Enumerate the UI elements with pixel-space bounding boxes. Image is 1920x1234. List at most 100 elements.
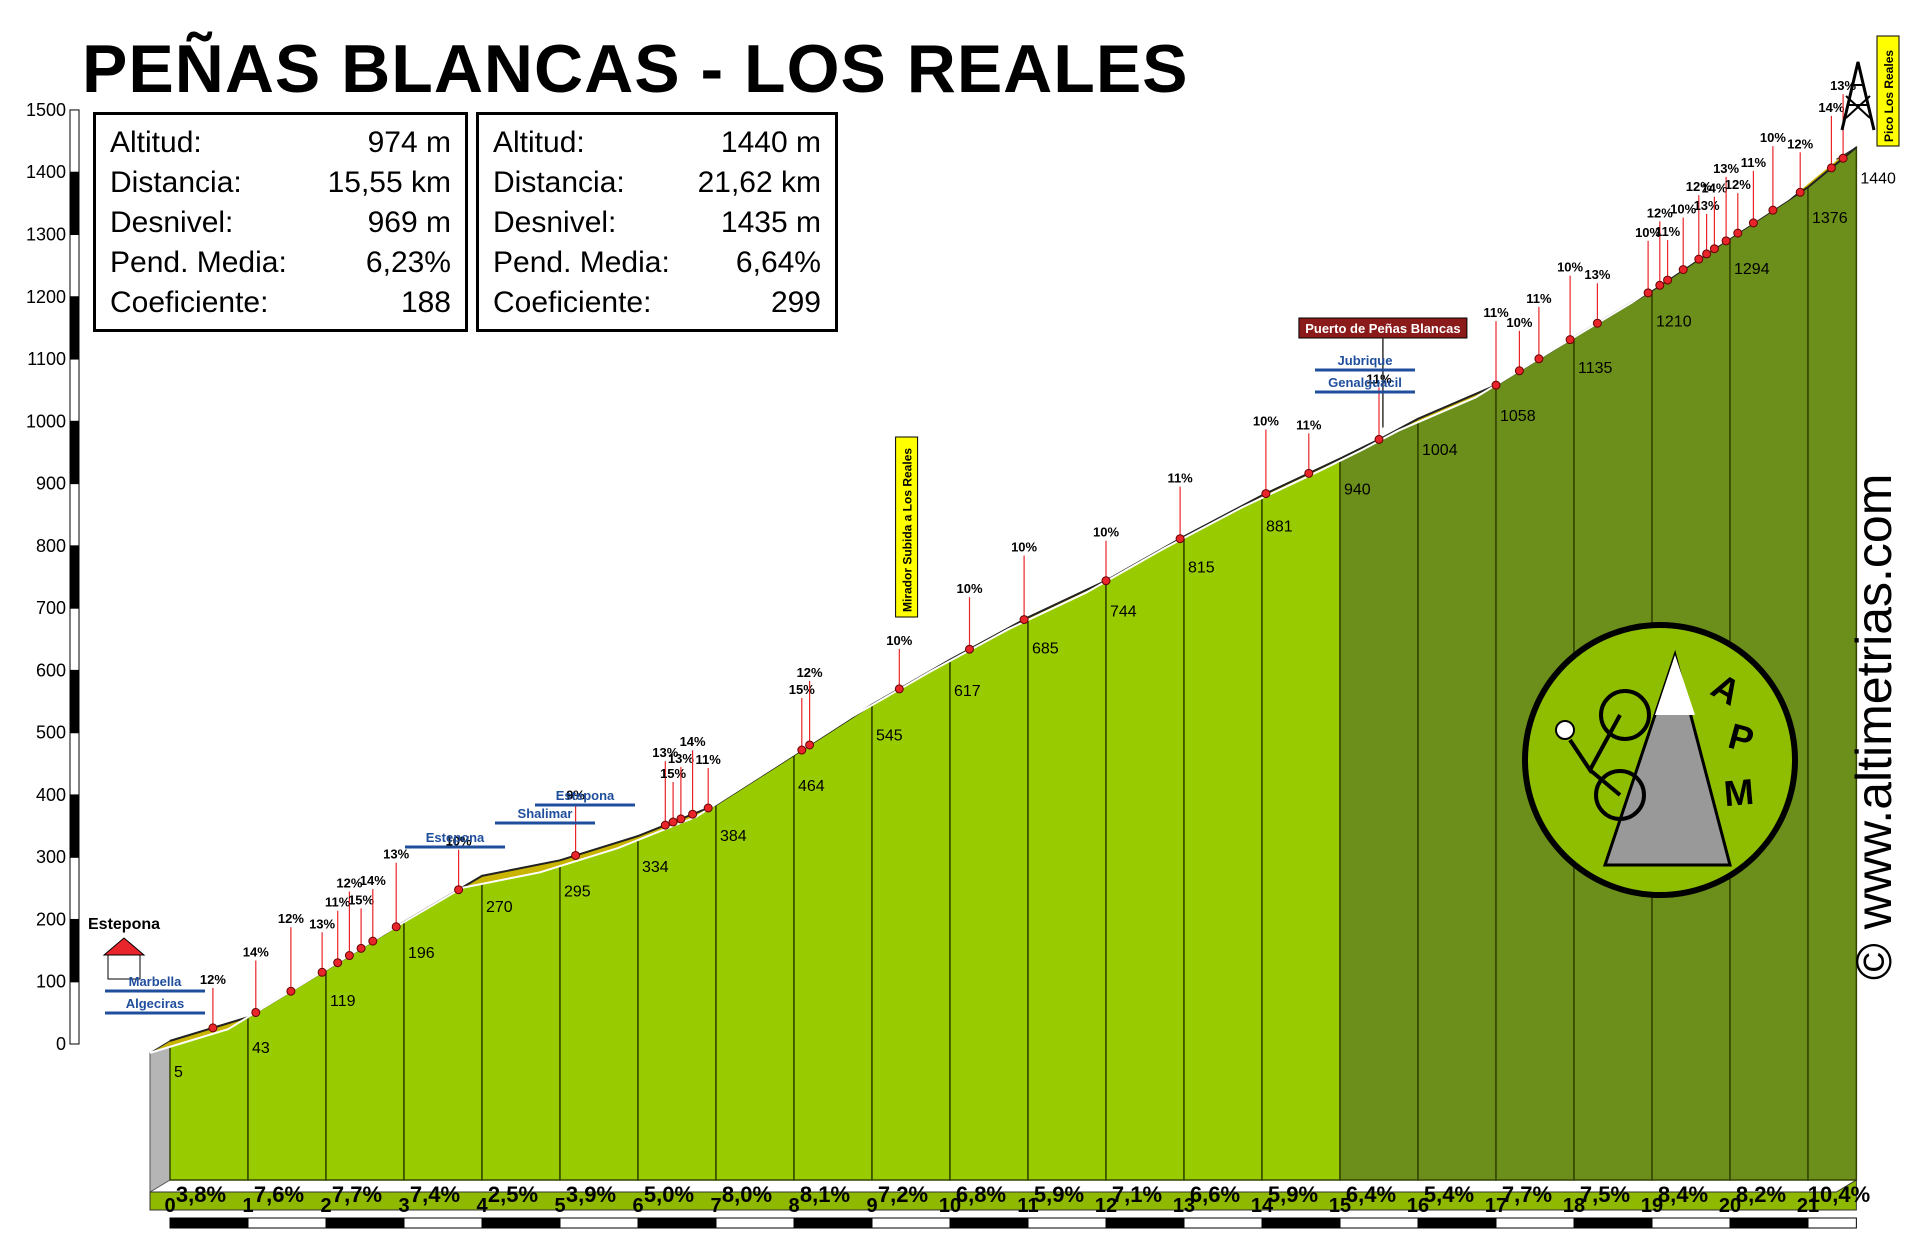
gradient-marker-dot — [1304, 468, 1314, 478]
stat-label: Coeficiente: — [110, 286, 269, 319]
x-axis-band — [1651, 1217, 1731, 1229]
road-sign-label: Genalguacil — [1328, 375, 1402, 390]
km-altitude-label: 685 — [1032, 640, 1059, 657]
x-tick-label: 12 — [1095, 1195, 1117, 1217]
km-altitude-label: 196 — [408, 945, 435, 962]
gradient-marker-label: 15% — [789, 682, 815, 697]
gradient-marker-label: 11% — [1655, 224, 1681, 239]
gradient-marker-dot — [1795, 187, 1805, 197]
gradient-marker-label: 10% — [886, 633, 912, 648]
gradient-marker-label: 14% — [1818, 100, 1844, 115]
y-tick-label: 600 — [36, 660, 66, 680]
x-axis-band — [1339, 1217, 1419, 1229]
y-axis-band — [69, 358, 80, 422]
place-label-pico: Pico Los Reales — [1882, 50, 1896, 142]
y-axis-band — [69, 856, 80, 920]
gradient-marker-dot — [1838, 153, 1848, 163]
stat-label: Pend. Media: — [110, 246, 287, 279]
gradient-marker-dot — [1655, 280, 1665, 290]
gradient-marker-dot — [1694, 254, 1704, 264]
km-gradient-label: 7,4% — [410, 1182, 460, 1207]
km-section — [247, 968, 327, 1181]
gradient-marker-label: 14% — [680, 734, 706, 749]
gradient-marker-label: 12% — [1647, 205, 1673, 220]
x-axis-band — [1417, 1217, 1497, 1229]
x-tick-label: 5 — [554, 1195, 565, 1217]
km-altitude-label: 464 — [798, 778, 825, 795]
km-gradient-label: 6,8% — [956, 1182, 1006, 1207]
km-gradient-label: 7,6% — [254, 1182, 304, 1207]
stat-value: 21,62 km — [697, 166, 821, 199]
gradient-marker-dot — [1514, 366, 1524, 376]
x-tick-label: 10 — [939, 1195, 961, 1217]
stat-value: 1435 m — [720, 206, 821, 239]
summit-sign — [1876, 35, 1900, 147]
gradient-marker-label: 10% — [956, 581, 982, 596]
km-section — [1183, 494, 1263, 1181]
km-section — [1339, 417, 1419, 1181]
y-tick-label: 1200 — [26, 287, 66, 307]
gradient-marker-dot — [1733, 228, 1743, 238]
km-altitude-label: 1376 — [1812, 210, 1848, 227]
km-altitude-label: 940 — [1344, 482, 1371, 499]
stat-label: Altitud: — [493, 126, 585, 159]
road-sign-label: Algeciras — [126, 996, 185, 1011]
gradient-marker-dot — [1826, 163, 1836, 173]
gradient-marker-label: 11% — [1741, 155, 1767, 170]
gradient-marker-label: 11% — [1483, 305, 1509, 320]
y-axis-band — [69, 483, 80, 547]
km-gradient-label: 3,9% — [566, 1182, 616, 1207]
gradient-marker-dot — [571, 850, 581, 860]
stats-box-pass: Altitud: 974 m Distancia: 15,55 km Desnive… — [93, 112, 468, 332]
gradient-marker-label: 13% — [1584, 267, 1610, 282]
x-tick-label: 4 — [476, 1195, 488, 1217]
y-tick-label: 700 — [36, 598, 66, 618]
y-axis-band — [69, 794, 80, 858]
km-altitude-label: 1440 — [1860, 170, 1896, 187]
km-altitude-label: 815 — [1188, 559, 1215, 576]
stat-value: 299 — [770, 286, 821, 319]
km-altitude-label: 1294 — [1734, 261, 1770, 278]
km-altitude-label: 545 — [876, 728, 903, 745]
gradient-marker-dot — [1101, 576, 1111, 586]
km-altitude-label: 295 — [564, 883, 591, 900]
gradient-marker-dot — [805, 740, 815, 750]
x-axis-band — [1573, 1217, 1653, 1229]
x-tick-label: 11 — [1017, 1195, 1038, 1217]
gradient-marker-label: 11% — [325, 895, 351, 910]
km-section — [1105, 535, 1185, 1181]
y-tick-label: 900 — [36, 474, 66, 494]
y-tick-label: 400 — [36, 785, 66, 805]
x-tick-label: 0 — [164, 1195, 175, 1217]
km-section — [1261, 457, 1341, 1181]
km-gradient-label: 7,1% — [1112, 1182, 1162, 1207]
gradient-marker-label: 12% — [1725, 177, 1751, 192]
x-axis-band — [481, 1217, 561, 1229]
km-gradient-label: 10,4% — [1808, 1182, 1870, 1207]
gradient-marker-dot — [668, 817, 678, 827]
y-tick-label: 500 — [36, 723, 66, 743]
gradient-marker-label: 13% — [1830, 78, 1856, 93]
gradient-marker-label: 13% — [383, 847, 409, 862]
km-altitude-label: 119 — [330, 993, 356, 1010]
gradient-marker-label: 10% — [1557, 260, 1583, 275]
x-tick-label: 9 — [866, 1195, 877, 1217]
stat-label: Coeficiente: — [493, 286, 652, 319]
stat-label: Altitud: — [110, 126, 202, 159]
gradient-marker-dot — [676, 814, 686, 824]
km-gradient-label: 7,7% — [332, 1182, 382, 1207]
antenna-tower-icon — [1840, 61, 1876, 131]
gradient-marker-dot — [333, 958, 343, 968]
km-gradient-label: 7,2% — [878, 1182, 928, 1207]
road-sign-label: Jubrique — [1338, 353, 1393, 368]
stat-label: Distancia: — [110, 166, 242, 199]
stat-label: Distancia: — [493, 166, 625, 199]
mirador-sign — [895, 436, 919, 618]
gradient-marker-label: 12% — [200, 972, 226, 987]
y-tick-label: 1000 — [26, 411, 66, 431]
y-tick-label: 800 — [36, 536, 66, 556]
road-sign-label: Shalimar — [518, 806, 573, 821]
gradient-marker-dot — [1678, 265, 1688, 275]
gradient-marker-dot — [1592, 318, 1602, 328]
gradient-marker-dot — [1721, 236, 1731, 246]
